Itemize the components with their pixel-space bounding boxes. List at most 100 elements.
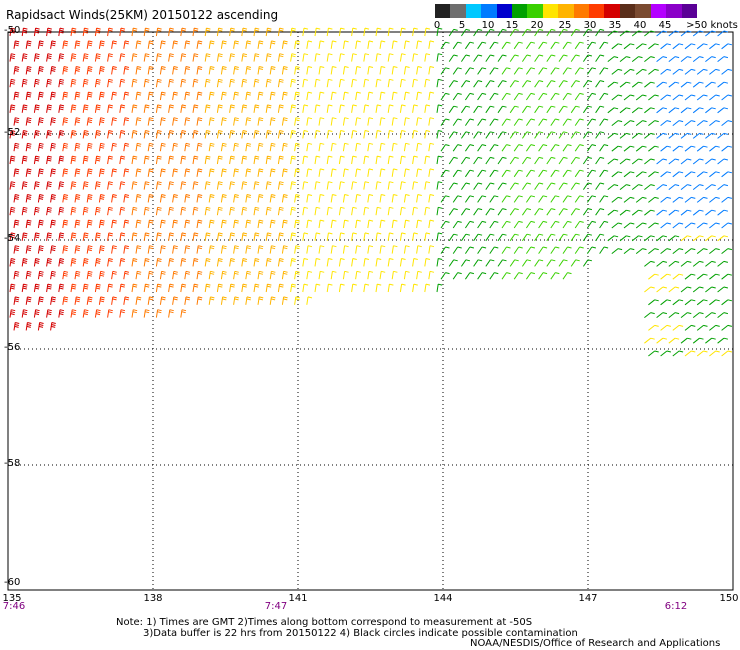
wind-barb bbox=[399, 155, 406, 165]
wind-barb bbox=[448, 54, 458, 62]
wind-barb bbox=[107, 155, 113, 165]
latitude-label: -60 bbox=[4, 577, 21, 588]
wind-barb bbox=[692, 286, 704, 293]
wind-barb bbox=[367, 270, 374, 280]
wind-barb bbox=[229, 206, 235, 216]
wind-barb bbox=[660, 324, 672, 331]
wind-barb bbox=[574, 195, 584, 203]
wind-barb bbox=[534, 208, 544, 216]
wind-barb bbox=[497, 131, 507, 139]
wind-barb bbox=[436, 130, 443, 139]
wind-barb bbox=[265, 232, 272, 241]
wind-barb bbox=[660, 43, 672, 50]
wind-barb bbox=[265, 155, 272, 165]
wind-barb bbox=[70, 155, 77, 165]
wind-barb bbox=[192, 232, 199, 241]
wind-barb bbox=[680, 81, 692, 88]
wind-barb bbox=[265, 206, 272, 216]
wind-barb bbox=[351, 155, 357, 165]
scale-swatch bbox=[481, 4, 497, 18]
wind-barb bbox=[399, 232, 406, 241]
wind-barb bbox=[558, 182, 568, 190]
wind-barb bbox=[180, 232, 187, 241]
wind-barb bbox=[656, 56, 668, 62]
wind-barb bbox=[196, 219, 203, 229]
wind-barb bbox=[363, 206, 370, 216]
wind-barb bbox=[208, 66, 215, 75]
wind-barb bbox=[147, 142, 154, 152]
wind-barb bbox=[696, 145, 708, 152]
wind-barb bbox=[355, 142, 361, 152]
wind-barb bbox=[257, 245, 264, 254]
wind-barb bbox=[46, 258, 52, 267]
wind-barb bbox=[534, 80, 544, 88]
wind-barb bbox=[216, 104, 223, 113]
wind-barb bbox=[172, 40, 178, 49]
wind-barb bbox=[680, 30, 692, 37]
wind-barb bbox=[220, 91, 227, 101]
wind-barb bbox=[143, 232, 150, 241]
wind-barb bbox=[70, 78, 77, 88]
wind-barb bbox=[599, 169, 609, 178]
wind-barb bbox=[119, 155, 126, 165]
wind-barb bbox=[355, 40, 361, 49]
wind-barb bbox=[306, 245, 313, 254]
wind-barb bbox=[460, 131, 471, 139]
wind-barb bbox=[509, 131, 519, 139]
wind-barb bbox=[570, 182, 580, 190]
wind-barb bbox=[131, 104, 138, 113]
wind-barb bbox=[672, 273, 684, 280]
wind-barb bbox=[62, 245, 69, 254]
wind-barb bbox=[387, 53, 394, 62]
wind-barb bbox=[379, 168, 386, 177]
wind-barb bbox=[111, 194, 117, 203]
wind-barb bbox=[648, 120, 659, 126]
measurement-time-label: 7:47 bbox=[264, 601, 288, 612]
wind-barb bbox=[375, 258, 382, 267]
wind-barb bbox=[709, 68, 720, 75]
wind-barb bbox=[208, 296, 215, 305]
wind-barb bbox=[660, 120, 672, 126]
wind-barb bbox=[452, 195, 462, 203]
wind-barb bbox=[155, 104, 162, 113]
wind-barb bbox=[399, 258, 406, 267]
wind-barb bbox=[558, 156, 568, 165]
wind-barb bbox=[696, 222, 708, 229]
wind-barb bbox=[265, 53, 272, 62]
wind-barb bbox=[204, 258, 211, 267]
wind-barb bbox=[680, 107, 692, 114]
wind-barb bbox=[668, 56, 680, 62]
wind-barb bbox=[387, 27, 394, 37]
wind-barb bbox=[550, 41, 560, 50]
wind-barb bbox=[648, 94, 659, 101]
wind-barb bbox=[631, 184, 643, 190]
wind-barb bbox=[501, 92, 511, 101]
wind-barb bbox=[692, 107, 704, 114]
wind-barb bbox=[660, 222, 672, 229]
wind-barb bbox=[717, 30, 729, 37]
wind-barb bbox=[513, 169, 523, 178]
wind-barb bbox=[648, 299, 659, 306]
wind-barb bbox=[86, 270, 93, 280]
wind-barb bbox=[412, 258, 418, 267]
wind-barb bbox=[269, 194, 276, 203]
wind-barb bbox=[403, 245, 410, 254]
wind-barb bbox=[379, 142, 386, 152]
wind-barb bbox=[684, 145, 696, 152]
wind-barb bbox=[208, 91, 215, 101]
wind-barb bbox=[25, 142, 32, 152]
wind-barb bbox=[623, 222, 635, 229]
wind-barb bbox=[635, 145, 647, 152]
wind-barb bbox=[562, 246, 572, 254]
wind-barb bbox=[452, 118, 462, 126]
scale-label: 45 bbox=[658, 20, 672, 31]
wind-barb bbox=[558, 131, 568, 139]
wind-barb bbox=[143, 155, 150, 165]
wind-barb bbox=[623, 145, 635, 152]
wind-barb bbox=[387, 283, 394, 293]
wind-barb bbox=[216, 53, 223, 62]
wind-barb bbox=[635, 120, 647, 126]
wind-barb bbox=[717, 235, 729, 242]
wind-barb bbox=[416, 219, 422, 229]
